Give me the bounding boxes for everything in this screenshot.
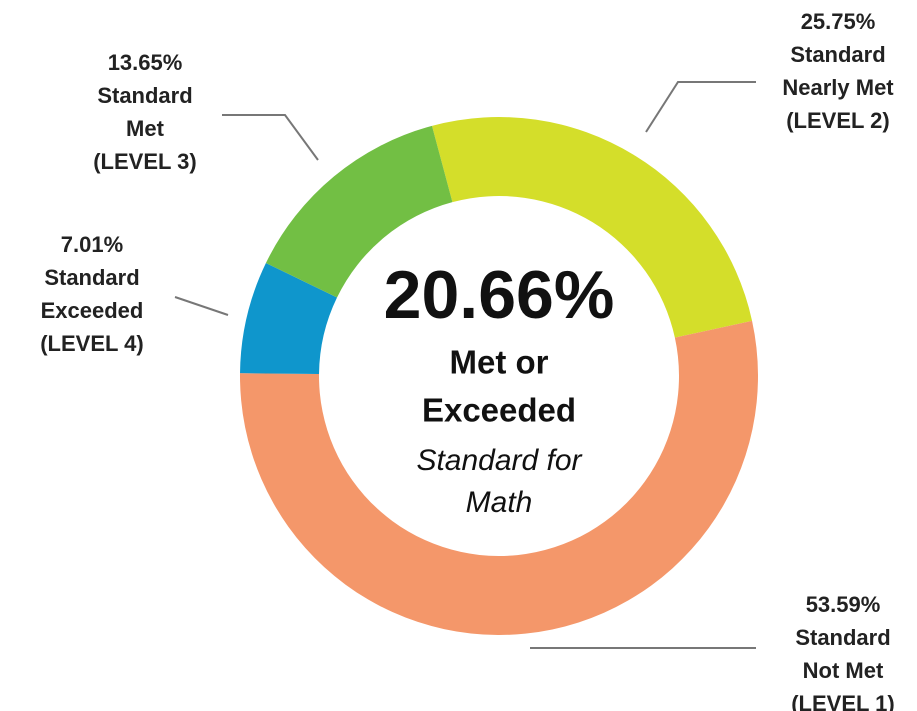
- center-subtext: Math: [466, 486, 533, 519]
- data-label: 53.59%: [806, 592, 881, 617]
- leader-line: [645, 81, 756, 133]
- category-label: (LEVEL 2): [786, 108, 890, 133]
- category-label: Exceeded: [41, 298, 144, 323]
- center-text: 20.66%: [384, 257, 615, 333]
- category-label: Met: [126, 116, 165, 141]
- data-label: 25.75%: [801, 9, 876, 34]
- category-label: (LEVEL 4): [40, 331, 144, 356]
- data-label: 13.65%: [108, 50, 183, 75]
- donut-segment: [240, 320, 759, 636]
- category-label: Not Met: [803, 658, 884, 683]
- category-label: (LEVEL 3): [93, 149, 197, 174]
- center-text: Met or: [450, 344, 549, 381]
- leader-line: [222, 114, 319, 161]
- data-label: 7.01%: [61, 232, 123, 257]
- category-label: Standard: [44, 265, 139, 290]
- category-label: Standard: [790, 42, 885, 67]
- category-label: (LEVEL 1): [791, 691, 895, 711]
- leader-line: [174, 296, 229, 316]
- category-label: Standard: [97, 83, 192, 108]
- donut-segment: [265, 125, 453, 298]
- category-label: Standard: [795, 625, 890, 650]
- category-label: Nearly Met: [782, 75, 894, 100]
- center-subtext: Standard for: [416, 444, 582, 477]
- donut-segment: [240, 263, 338, 375]
- donut-segment: [431, 117, 753, 338]
- center-text: Exceeded: [422, 392, 576, 429]
